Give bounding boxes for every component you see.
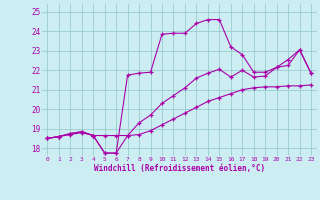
X-axis label: Windchill (Refroidissement éolien,°C): Windchill (Refroidissement éolien,°C) (94, 164, 265, 173)
